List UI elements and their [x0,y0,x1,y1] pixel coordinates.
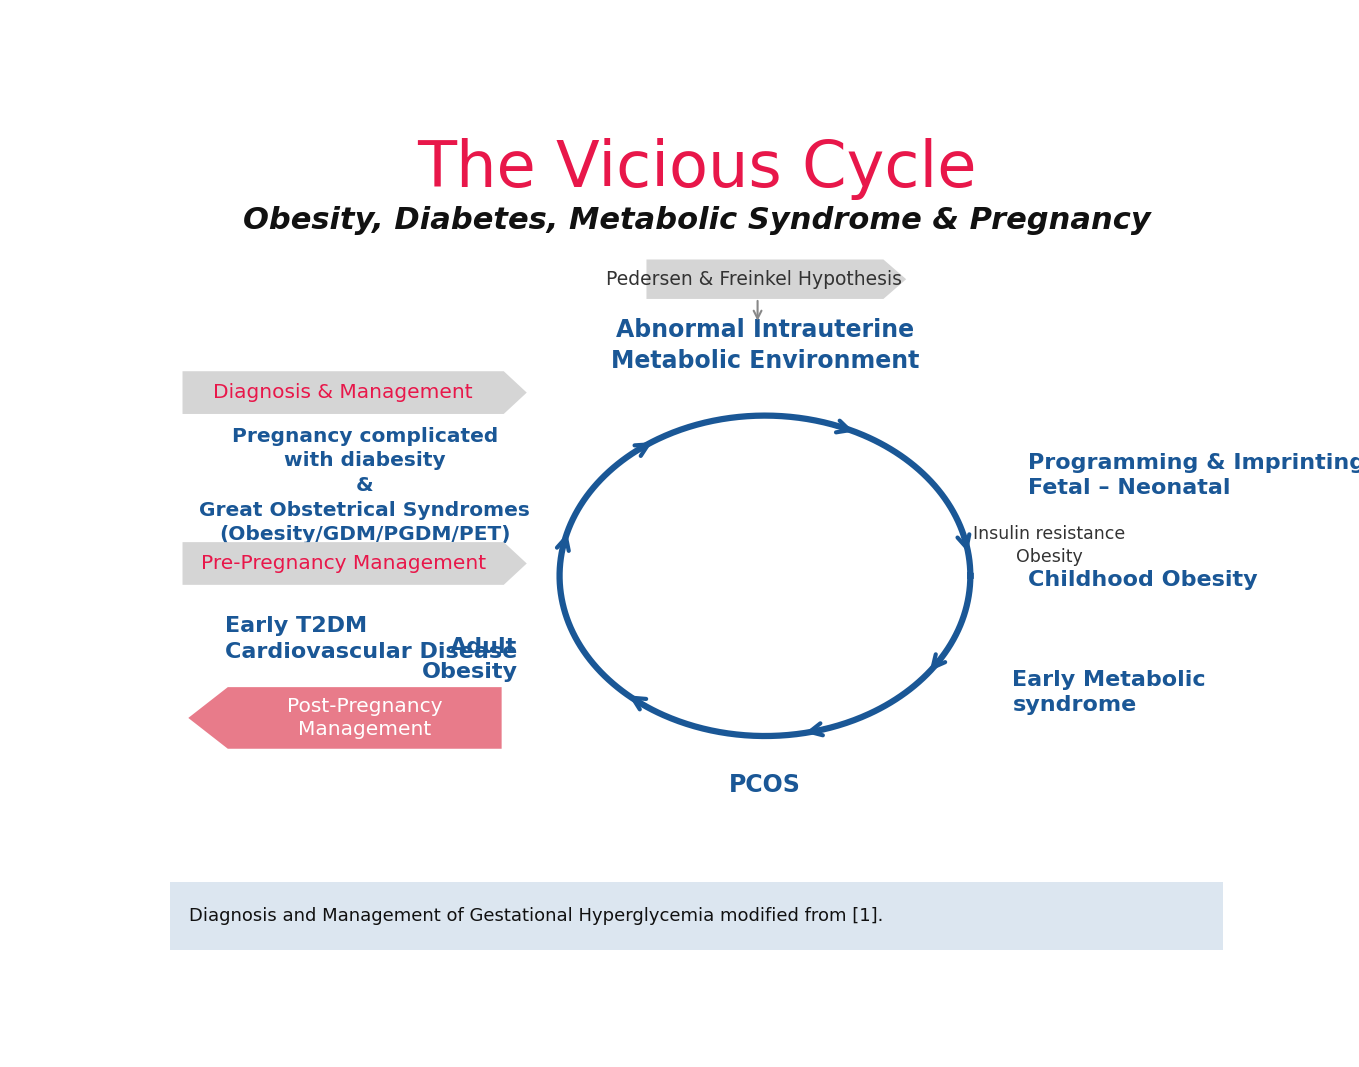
Text: Childhood Obesity: Childhood Obesity [1029,570,1258,590]
FancyBboxPatch shape [170,882,1223,950]
Polygon shape [189,687,501,749]
Polygon shape [182,371,527,414]
Text: Diagnosis & Management: Diagnosis & Management [213,383,473,402]
Text: Pre-Pregnancy Management: Pre-Pregnancy Management [201,554,485,573]
Text: Post-Pregnancy
Management: Post-Pregnancy Management [287,697,443,739]
Text: Pregnancy complicated
with diabesity
&
Great Obstetrical Syndromes
(Obesity/GDM/: Pregnancy complicated with diabesity & G… [200,427,530,544]
Text: Early T2DM
Cardiovascular Disease: Early T2DM Cardiovascular Disease [224,616,516,663]
Text: The Vicious Cycle: The Vicious Cycle [417,138,976,201]
Text: Obesity, Diabetes, Metabolic Syndrome & Pregnancy: Obesity, Diabetes, Metabolic Syndrome & … [243,206,1150,235]
Text: PCOS: PCOS [728,774,800,797]
Polygon shape [182,542,527,585]
Text: Insulin resistance
Obesity: Insulin resistance Obesity [973,525,1125,566]
Text: Programming & Imprinting
Fetal – Neonatal: Programming & Imprinting Fetal – Neonata… [1029,452,1359,498]
Text: Diagnosis and Management of Gestational Hyperglycemia modified from [1].: Diagnosis and Management of Gestational … [189,907,883,925]
Polygon shape [647,259,906,299]
Text: Pedersen & Freinkel Hypothesis: Pedersen & Freinkel Hypothesis [606,270,902,289]
Text: Early Metabolic
syndrome: Early Metabolic syndrome [1012,670,1205,715]
Text: Abnormal Intrauterine
Metabolic Environment: Abnormal Intrauterine Metabolic Environm… [610,318,919,373]
Text: Adult
Obesity: Adult Obesity [421,637,518,682]
